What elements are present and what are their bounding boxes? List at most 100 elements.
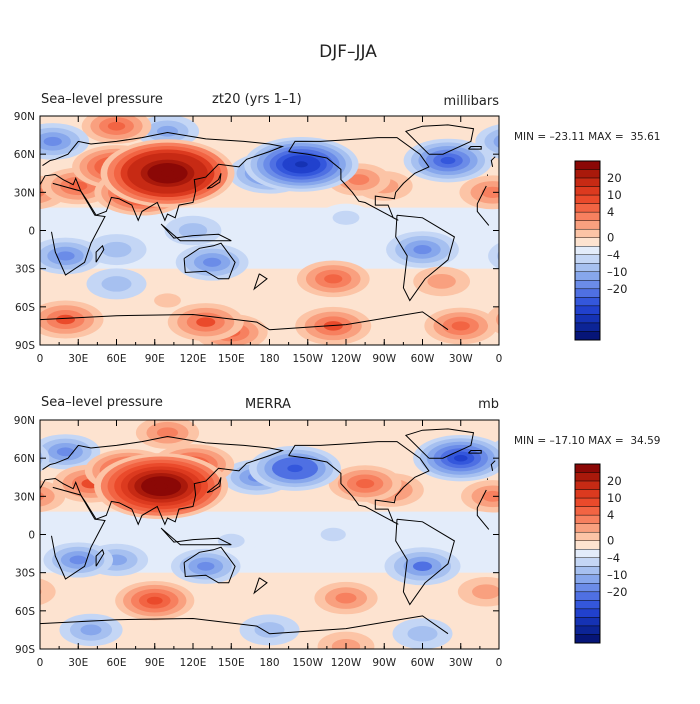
colorbar-box	[575, 566, 600, 575]
anomaly-contour	[655, 317, 674, 327]
anomaly-contour	[663, 527, 700, 555]
anomaly-contour	[203, 258, 221, 267]
colorbar-label: 10	[607, 491, 622, 505]
y-tick-label: 90S	[15, 340, 35, 352]
x-tick-label: 0	[496, 353, 503, 365]
y-tick-label: 90N	[14, 111, 35, 123]
colorbar-label: 4	[607, 508, 614, 522]
anomaly-contour	[0, 267, 11, 297]
anomaly-contour	[501, 168, 574, 205]
colorbar-box	[575, 161, 600, 170]
y-tick-label: 30S	[15, 568, 35, 580]
colorbar-box	[575, 238, 600, 247]
anomaly-contour	[413, 245, 431, 254]
colorbar-box	[575, 212, 600, 221]
colorbar-box	[575, 204, 600, 213]
colorbar-label: –20	[607, 585, 627, 599]
anomaly-contour	[529, 619, 571, 641]
anomaly-contour	[627, 303, 700, 341]
anomaly-contour	[441, 157, 456, 164]
anomaly-contour	[662, 258, 680, 267]
colorbar-box	[575, 592, 600, 601]
colorbar-box	[575, 263, 600, 272]
x-tick-label: 120E	[180, 353, 207, 365]
anomaly-contour	[672, 323, 700, 341]
x-tick-label: 30E	[68, 657, 88, 669]
colorbar-box	[575, 507, 600, 516]
anomaly-contour	[56, 315, 75, 325]
anomaly-contour	[653, 253, 689, 271]
anomaly-contour	[56, 251, 74, 260]
y-tick-label: 0	[28, 530, 35, 542]
anomaly-contour	[427, 274, 455, 289]
anomaly-contour	[519, 177, 555, 195]
x-tick-label: 150W	[293, 353, 324, 365]
anomaly-contour	[611, 444, 693, 485]
anomaly-contour	[197, 562, 214, 571]
anomaly-contour	[147, 597, 163, 605]
colorbar-box	[575, 195, 600, 204]
panel-top: Sea–level pressure zt20 (yrs 1–1) millib…	[0, 92, 700, 365]
colorbar-label: 0	[607, 231, 614, 245]
x-tick-label: 150E	[218, 353, 245, 365]
panel-bottom-title-center: MERRA	[245, 397, 291, 412]
x-tick-label: 60W	[411, 353, 435, 365]
anomaly-contour	[644, 460, 660, 468]
anomaly-contour	[696, 157, 700, 190]
colorbar-box	[575, 178, 600, 187]
x-tick-label: 0	[496, 657, 503, 669]
anomaly-contour	[510, 172, 565, 199]
colorbar-box	[575, 626, 600, 635]
anomaly-contour	[102, 242, 132, 257]
anomaly-contour	[522, 469, 579, 498]
y-tick-label: 30N	[14, 187, 35, 199]
colorbar-label: 10	[607, 188, 622, 202]
colorbar-box	[575, 634, 600, 643]
colorbar-box	[575, 575, 600, 584]
y-tick-label: 90S	[15, 644, 35, 656]
x-tick-label: 30W	[449, 657, 473, 669]
colorbar-label: –4	[607, 248, 620, 262]
x-tick-label: 60W	[411, 657, 435, 669]
anomaly-contour	[620, 170, 633, 177]
anomaly-contour	[681, 460, 700, 495]
x-tick-label: 120E	[180, 657, 207, 669]
colorbar-box	[575, 549, 600, 558]
anomaly-contour	[13, 584, 41, 599]
anomaly-contour	[636, 456, 669, 472]
anomaly-contour	[541, 479, 560, 489]
colorbar-label: 20	[607, 171, 622, 185]
x-tick-label: 30W	[449, 353, 473, 365]
anomaly-contour	[196, 317, 215, 327]
anomaly-contour	[531, 474, 569, 493]
x-tick-label: 60E	[107, 353, 127, 365]
anomaly-contour	[677, 534, 700, 548]
anomaly-contour	[639, 553, 691, 579]
anomaly-contour	[515, 315, 534, 325]
y-tick-label: 60S	[15, 606, 35, 618]
anomaly-contour	[413, 562, 432, 572]
anomaly-contour	[654, 314, 700, 351]
anomaly-contour	[0, 321, 11, 330]
anomaly-contour	[627, 452, 676, 476]
anomaly-contour	[57, 447, 74, 456]
x-tick-label: 90E	[145, 657, 165, 669]
colorbar-box	[575, 609, 600, 618]
colorbar-box	[575, 187, 600, 196]
anomaly-contour	[154, 483, 167, 490]
anomaly-contour	[295, 161, 308, 167]
anomaly-contour	[502, 542, 572, 577]
anomaly-contour	[619, 448, 685, 481]
anomaly-contour	[0, 455, 9, 462]
colorbar-box	[575, 255, 600, 264]
anomaly-contour	[0, 317, 20, 335]
colorbar-box	[575, 331, 600, 340]
colorbar-box	[575, 314, 600, 323]
anomaly-contour	[454, 455, 468, 462]
anomaly-contour	[0, 577, 56, 607]
panel-bottom-units: mb	[478, 397, 499, 412]
anomaly-contour	[324, 274, 342, 283]
anomaly-contour	[515, 251, 533, 260]
